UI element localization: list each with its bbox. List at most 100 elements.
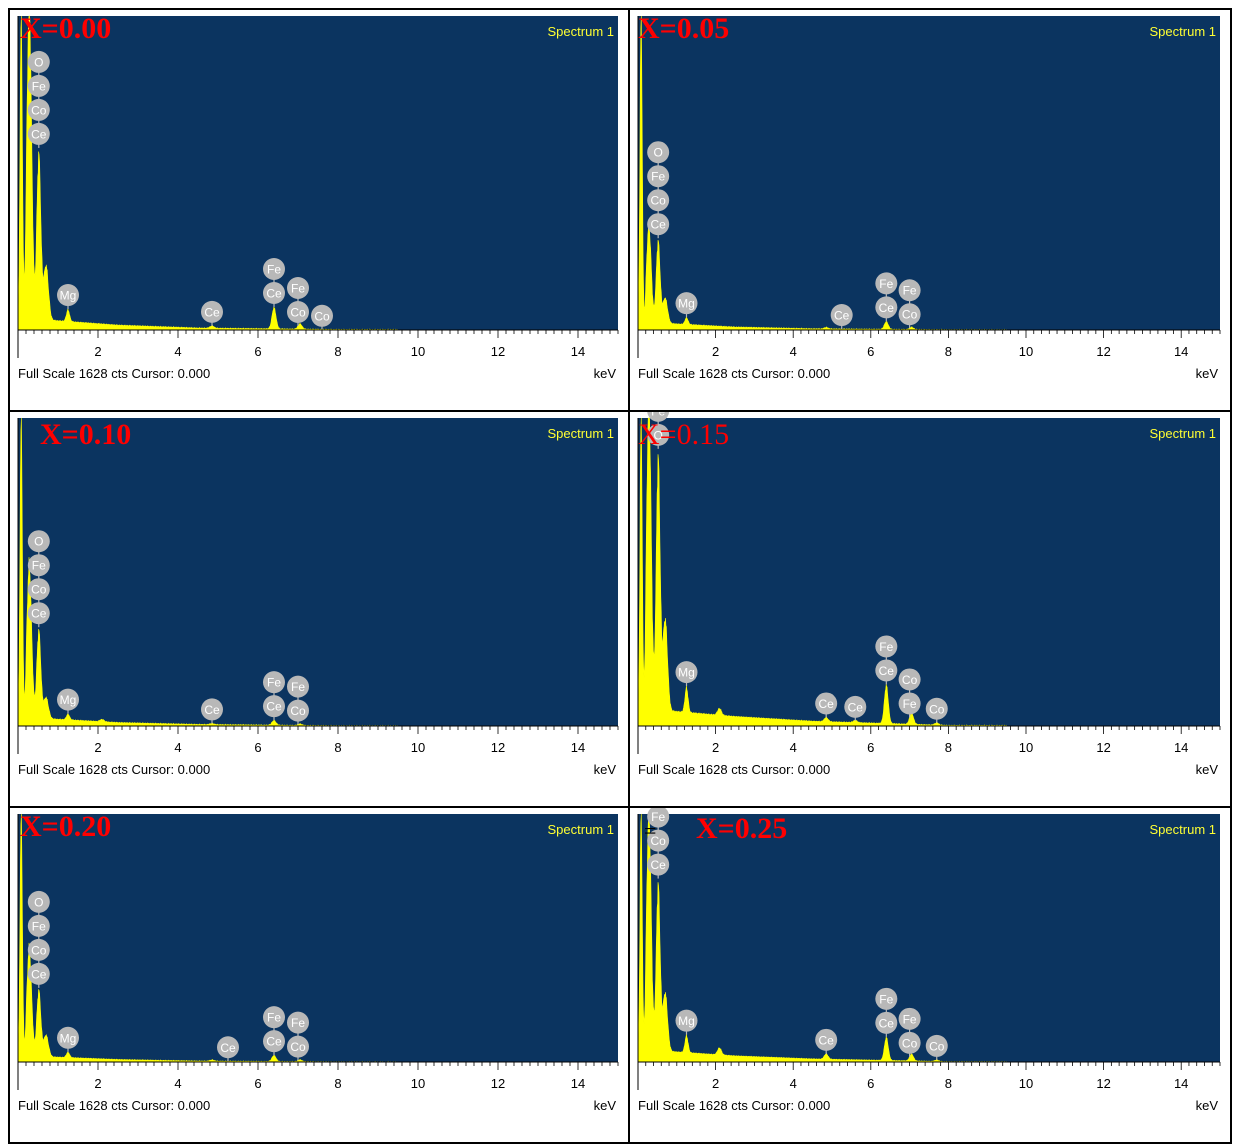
element-label: Ce: [879, 1016, 895, 1030]
x-tick-label: 2: [712, 740, 719, 755]
element-label: Fe: [903, 697, 917, 711]
x-tick-label: 8: [945, 1076, 952, 1091]
x-tick-label: 4: [790, 1076, 797, 1091]
element-label: Co: [929, 702, 945, 716]
x-tick-label: 6: [867, 344, 874, 359]
element-label: Fe: [903, 284, 917, 298]
x-tick-label: 10: [411, 1076, 425, 1091]
element-badge: [875, 1011, 898, 1034]
element-label: Mg: [678, 297, 695, 311]
element-badge: [844, 695, 867, 718]
element-badge: [27, 98, 50, 121]
element-badge: [875, 659, 898, 682]
element-label: Ce: [879, 301, 895, 315]
element-badge: [815, 1028, 838, 1051]
status-line: Full Scale 1628 cts Cursor: 0.000: [18, 1098, 211, 1113]
element-badge: [647, 141, 670, 164]
stray-equals-mark: =: [644, 818, 657, 843]
spectrum-plot: CeCoFeOMgCeCeFeCeCoFeCo2468101214: [637, 412, 1221, 755]
element-marker-6: Co: [925, 697, 948, 723]
x-tick-label: 12: [491, 740, 505, 755]
element-label: Ce: [204, 305, 220, 319]
element-badge: [217, 1036, 239, 1059]
spectrum-panel-4: CeCoFeOMgCeCeFeCeCoFeCo2468101214Spectru…: [628, 410, 1232, 808]
element-label: O: [34, 895, 43, 909]
element-badge: [263, 671, 285, 694]
element-label: Mg: [678, 1014, 695, 1028]
element-badge: [287, 300, 309, 323]
spectrum-title: Spectrum 1: [1149, 24, 1216, 39]
element-marker-1: Mg: [57, 1026, 79, 1052]
element-badge: [925, 697, 948, 720]
element-badge: [875, 987, 898, 1010]
element-label: Ce: [204, 703, 220, 717]
x-unit-label: keV: [593, 1098, 616, 1113]
spectrum-title: Spectrum 1: [547, 822, 614, 837]
plot-background: [638, 418, 1220, 726]
element-badge: [27, 578, 50, 601]
element-marker-4: Fe Co: [898, 279, 921, 329]
x-tick-label: 14: [571, 344, 585, 359]
plot-background: [18, 16, 618, 330]
element-label: Fe: [903, 1012, 917, 1026]
spectrum-plot: Fe Co Ce Mg Ce Fe Ce Fe Co Co 2 4 6 8 10 12 14: [637, 808, 1221, 1091]
element-marker-2: Ce: [815, 692, 838, 718]
element-badge: [27, 914, 50, 937]
element-label: O: [654, 428, 663, 442]
element-badge: [898, 692, 921, 715]
element-badge: [647, 853, 670, 876]
element-label: Ce: [819, 1033, 835, 1047]
element-label: Co: [902, 1036, 918, 1050]
element-label: Ce: [879, 664, 895, 678]
element-badge: [647, 213, 670, 236]
status-line: Full Scale 1628 cts Cursor: 0.000: [638, 1098, 831, 1113]
x-tick-label: 2: [94, 1076, 101, 1091]
plot-background: [638, 814, 1220, 1062]
plot-background: [18, 814, 618, 1062]
element-badge: [875, 635, 898, 658]
element-badge: [675, 661, 698, 684]
element-label: O: [34, 535, 43, 549]
element-badge: [57, 284, 79, 307]
element-label: Fe: [291, 1016, 305, 1030]
element-badge: [647, 829, 670, 852]
element-badge: [287, 276, 309, 299]
element-badge: [27, 122, 50, 145]
element-badge: [647, 412, 670, 422]
spectrum-panel-5: O Fe Co Ce Mg Ce Fe Ce Fe Co 2 4 6 8 10 12 14 Spectrum 1 X…: [8, 806, 630, 1144]
spectrum-plot: O Fe Co Ce Mg Ce Fe Ce Fe Co Co 2 4 6 8 10 12 14: [17, 15, 619, 359]
element-badge: [875, 296, 898, 319]
x-tick-label: 6: [254, 740, 261, 755]
spectrum-plot: O Fe Co Ce Mg Ce Fe Ce Fe Co 2 4 6 8 10 12 14: [17, 417, 619, 755]
element-badge: [875, 272, 898, 295]
element-marker-4: Fe Co: [287, 675, 309, 725]
spectrum-title: Spectrum 1: [1149, 426, 1216, 441]
element-label: Ce: [651, 218, 667, 232]
element-marker-2: Ce: [217, 1036, 239, 1062]
x-tick-label: 12: [1096, 740, 1110, 755]
element-badge: [263, 257, 285, 280]
element-badge: [57, 688, 79, 711]
element-label: Ce: [31, 967, 47, 981]
status-line: Full Scale 1628 cts Cursor: 0.000: [638, 762, 831, 777]
x-tick-label: 8: [334, 740, 341, 755]
x-tick-label: 4: [174, 344, 181, 359]
element-label: Mg: [678, 666, 695, 680]
x-tick-label: 12: [491, 1076, 505, 1091]
element-marker-4: Fe Co: [898, 1007, 921, 1057]
element-label: Fe: [291, 680, 305, 694]
spectrum-trace: [637, 417, 1008, 727]
x-tick-label: 6: [867, 740, 874, 755]
element-badge: [287, 675, 309, 698]
element-label: Fe: [267, 262, 281, 276]
element-label: Ce: [266, 700, 282, 714]
spectrum-panel-1: O Fe Co Ce Mg Ce Fe Ce Fe Co Co 2 4 6 8 10 12 14 Spectrum …: [8, 8, 630, 412]
element-label: Co: [929, 1039, 945, 1053]
element-marker-0: O Fe Co Ce: [27, 530, 50, 628]
composition-label: X=0.25: [696, 812, 788, 845]
x-tick-label: 12: [1096, 344, 1110, 359]
element-label: Fe: [291, 281, 305, 295]
x-tick-label: 10: [1019, 740, 1033, 755]
x-tick-label: 6: [867, 1076, 874, 1091]
